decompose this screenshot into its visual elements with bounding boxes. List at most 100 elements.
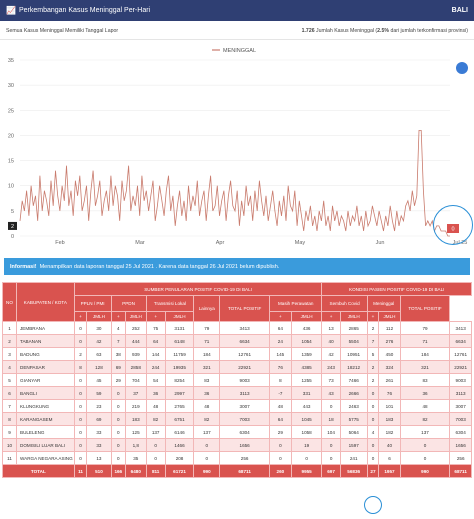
table-cell: 7 (366, 334, 380, 348)
table-cell: 10951 (339, 347, 368, 361)
table-cell: 73 (321, 373, 341, 387)
left-value-marker (8, 221, 17, 230)
table-cell: 9003 (449, 373, 472, 387)
table-cell: 0 (73, 399, 88, 413)
unit-col: JMLH (164, 311, 195, 322)
table-cell: 0 (110, 451, 127, 465)
table-cell: 13 (321, 321, 341, 335)
table-cell: 2 (366, 360, 380, 374)
district-table-wrapper: NO KABUPATEN / KOTA SUMBER PENULARAN POS… (2, 282, 472, 478)
table-cell: 10 (2, 438, 17, 452)
table-cell: 43 (321, 386, 341, 400)
district-name: BADUNG (16, 347, 75, 361)
total-cell: 6480 (125, 464, 147, 478)
table-cell: 208 (164, 451, 195, 465)
table-cell: 2666 (339, 386, 368, 400)
table-cell: 48 (145, 399, 166, 413)
table-cell: 6148 (164, 334, 195, 348)
table-cell: 40 (378, 438, 401, 452)
table-cell: 256 (219, 451, 270, 465)
table-cell: 22921 (219, 360, 270, 374)
group-sumber-penularan: SUMBER PENULARAN POSITIF COVID-19 DI BAL… (73, 282, 323, 296)
table-row: 5 GIANYAR 0 45 29 704 54 8254 83 9003 8 1255 73 7466 2… (2, 373, 472, 387)
total-label: TOTAL (2, 464, 75, 478)
unit-col: + (145, 311, 166, 322)
subhead-col: Lainnya (193, 295, 221, 322)
table-cell: 6634 (219, 334, 270, 348)
table-cell: 12761 (219, 347, 270, 361)
table-cell: 324 (378, 360, 401, 374)
subhead-col: TOTAL POSITIF (219, 295, 270, 322)
table-cell: 0 (110, 399, 127, 413)
col-kabupaten: KABUPATEN / KOTA (16, 282, 75, 322)
table-cell: 71 (193, 334, 221, 348)
table-cell: 0 (110, 412, 127, 426)
table-row: 10 DOMISILI LUAR BALI 0 33 0 1,8 0 1466 0 1656 0 19… (2, 438, 472, 452)
district-name: JEMBRANA (16, 321, 75, 335)
table-cell: 42 (86, 334, 112, 348)
highlight-circle-chart (433, 205, 473, 245)
table-cell: 64 (268, 412, 292, 426)
district-name: KARANGASEM (16, 412, 75, 426)
table-cell: 137 (193, 425, 221, 439)
table-cell: 3 (2, 347, 17, 361)
total-cell: 990 (193, 464, 221, 478)
district-name: BULELENG (16, 425, 75, 439)
total-row: TOTAL 11 510 166 6480 811 61721 990 68711 260 9955… (2, 464, 472, 478)
table-cell: 0 (193, 438, 221, 452)
district-name: GIANYAR (16, 373, 75, 387)
table-cell: 0 (145, 438, 166, 452)
table-cell: 5775 (339, 412, 368, 426)
death-count: 1.726 (301, 28, 315, 34)
table-cell: 0 (366, 438, 380, 452)
table-cell: 1597 (339, 438, 368, 452)
table-cell: 0 (110, 386, 127, 400)
total-cell: 61721 (164, 464, 195, 478)
total-cell: 68711 (219, 464, 270, 478)
table-cell: 64 (145, 334, 166, 348)
table-cell: 3007 (449, 399, 472, 413)
x-tick-label: Feb (55, 240, 64, 246)
table-cell: 1054 (290, 334, 323, 348)
table-cell: 137 (145, 425, 166, 439)
total-cell: 27 (366, 464, 380, 478)
table-cell: 0 (321, 451, 341, 465)
death-summary: 1.726 Jumlah Kasus Meninggal (2.5% dari … (301, 28, 468, 34)
subhead-col: Masih Perawatan (268, 295, 323, 312)
table-row: 1 JEMBRANA 0 30 4 252 75 3131 79 3413 64 436 13 2865 2… (2, 321, 472, 335)
table-cell: 1255 (290, 373, 323, 387)
table-cell: 184 (399, 347, 451, 361)
table-cell: 19935 (164, 360, 195, 374)
table-cell: 0 (73, 386, 88, 400)
group-kondisi-pasien: KONDISI PASIEN POSITIF COVID-19 DI BALI (321, 282, 472, 296)
district-name: TABANAN (16, 334, 75, 348)
table-cell: 244 (145, 360, 166, 374)
district-table: NO KABUPATEN / KOTA SUMBER PENULARAN POS… (2, 282, 472, 478)
table-cell: 6146 (164, 425, 195, 439)
table-cell: 18212 (339, 360, 368, 374)
x-tick-label: Apr (216, 240, 225, 246)
table-cell: 0 (290, 451, 323, 465)
table-cell: 183 (125, 412, 147, 426)
table-cell: 0 (145, 451, 166, 465)
unit-col: + (268, 311, 292, 322)
unit-col: JMLH (125, 311, 147, 322)
deaths-line-chart: MENINGGAL 0 5 10 15 20 25 30 35 Feb Mar Apr May Jun Ju… (0, 40, 474, 256)
table-cell: 9003 (219, 373, 270, 387)
table-cell: 63 (86, 347, 112, 361)
x-tick-label: May (295, 240, 306, 246)
table-cell: 82 (193, 412, 221, 426)
table-cell: 12761 (449, 347, 472, 361)
table-cell: 8 (2, 412, 17, 426)
table-cell: 4385 (290, 360, 323, 374)
table-cell: 2765 (164, 399, 195, 413)
table-cell: 30 (86, 321, 112, 335)
highlight-circle-table (364, 496, 382, 514)
unit-col: + (73, 311, 88, 322)
table-cell: 3413 (449, 321, 472, 335)
table-cell: 64 (268, 321, 292, 335)
table-cell: 37 (125, 386, 147, 400)
district-name: WARGA NEGARA ASING (16, 451, 75, 465)
table-cell: 5064 (339, 425, 368, 439)
table-cell: 75 (145, 321, 166, 335)
